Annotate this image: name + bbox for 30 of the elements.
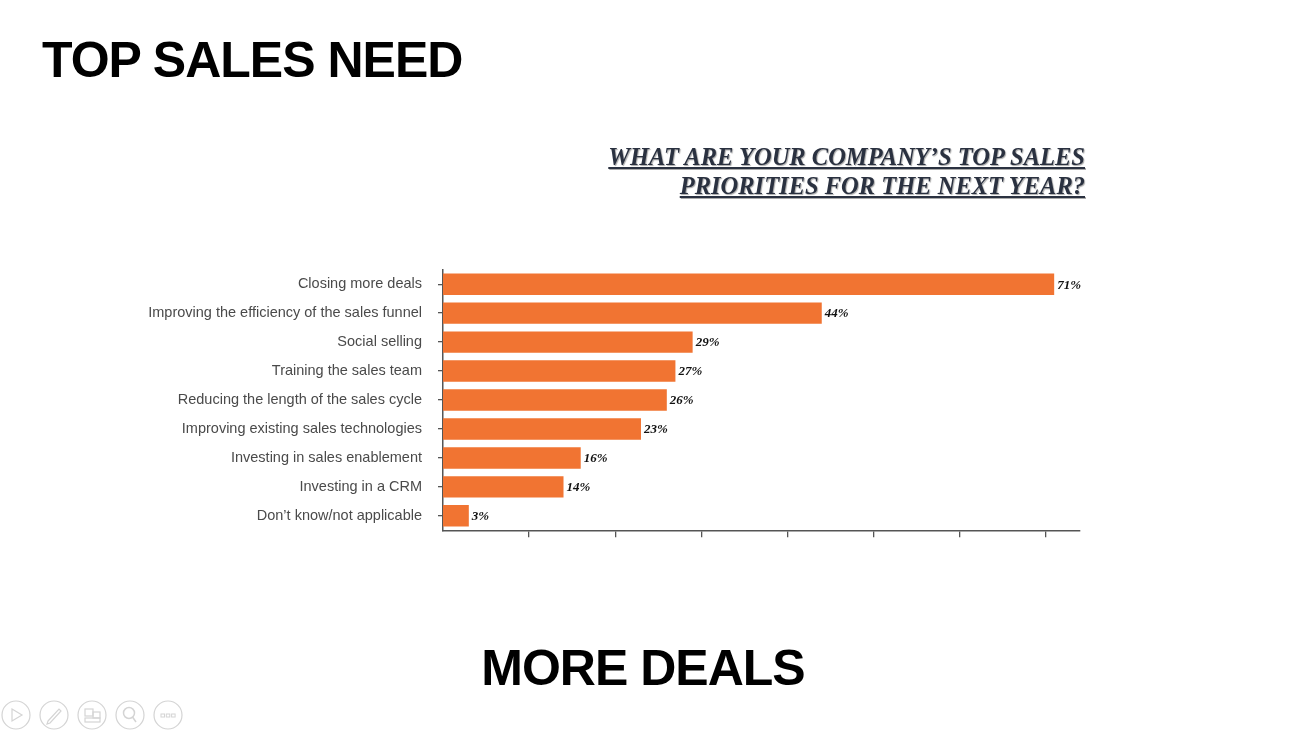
bar [443, 360, 676, 382]
text: MORE DEALS [480, 639, 806, 698]
y-tick-label: Training the sales team [271, 362, 422, 379]
bar [443, 273, 1055, 295]
bar [443, 447, 581, 469]
y-tick-label: Social selling [337, 333, 422, 350]
data-label: 71% [1057, 276, 1082, 292]
y-tick-label: Improving the efficiency of the sales funnel [148, 304, 422, 321]
data-label: 16% [583, 450, 608, 466]
chart-subtitle: WHAT ARE YOUR COMPANY’S TOP SALES PRIORITIES FOR THE NEXT YEAR? [607, 142, 1085, 200]
data-label: 27% [677, 363, 703, 379]
y-tick-label: Reducing the length of the sales cycle [177, 391, 422, 407]
data-label: 3% [470, 508, 490, 524]
y-tick-label: Don’t know/not applicable [256, 506, 422, 523]
bar [443, 418, 641, 440]
data-label: 44% [823, 305, 849, 321]
y-tick-label: Closing more deals [297, 275, 422, 292]
y-tick-label: Investing in sales enablement [230, 448, 422, 465]
bar [443, 331, 693, 353]
data-label: 26% [668, 392, 694, 408]
bar [443, 302, 822, 324]
data-label: 14% [566, 479, 591, 495]
y-tick-label: Improving existing sales technologies [181, 419, 422, 436]
chart-title: TOP SALES NEED [42, 31, 463, 90]
data-label: 23% [642, 421, 668, 437]
bar [443, 505, 469, 527]
bar [443, 389, 667, 411]
y-tick-label: Investing in a CRM [299, 477, 422, 494]
bar [443, 476, 564, 498]
data-label: 29% [694, 334, 720, 350]
